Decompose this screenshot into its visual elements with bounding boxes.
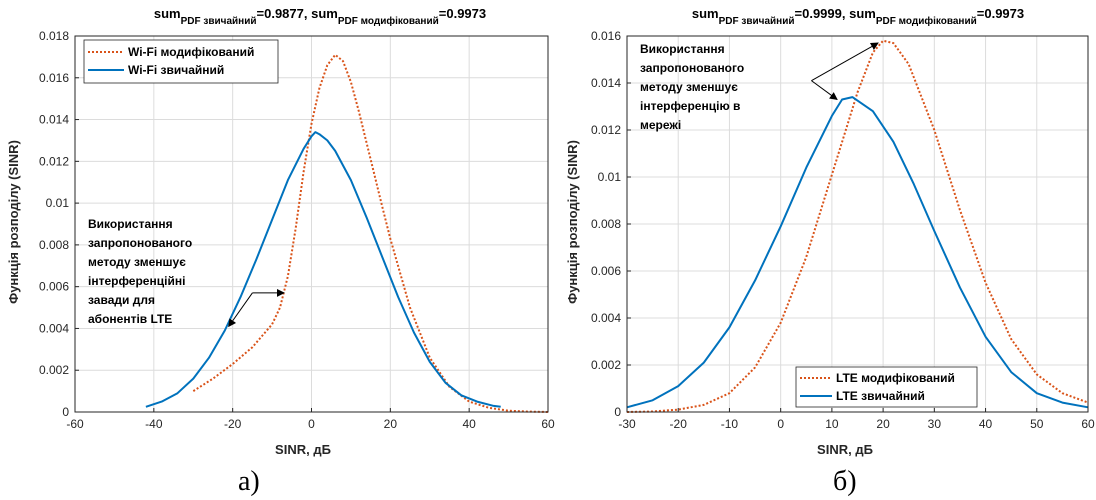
chart-title-b: sumPDF звичайний=0.9999, sumPDF модифіко… [692, 6, 1024, 27]
x-tick-label: 20 [876, 417, 890, 431]
series-line-ordinary [626, 96, 1089, 409]
annotation-a-line-4: інтерференційні [88, 274, 185, 288]
y-tick-label: 0.004 [591, 311, 621, 325]
ticks-a: -60 -40 -20 0 20 40 60 0 0.002 0.004 0.006 0.008 0.0… [39, 29, 555, 431]
x-tick-label: 0 [308, 417, 315, 431]
x-tick-label: -10 [721, 417, 739, 431]
y-tick-label: 0.014 [591, 76, 621, 90]
chart-title-a: sumPDF звичайний=0.9877, sumPDF модифіко… [154, 6, 486, 27]
y-tick-label: 0.008 [591, 217, 621, 231]
x-tick-label: -60 [66, 417, 84, 431]
annotation-arrow [228, 292, 253, 328]
annotation-b-line-3: методу зменшує [640, 80, 738, 94]
annotation-b-line-1: Використання [640, 42, 725, 56]
annotation-arrow [811, 42, 879, 82]
panel-b: sumPDF звичайний=0.9999, sumPDF модифіко… [565, 6, 1095, 497]
annotation-b: Використання запропонованого методу змен… [640, 42, 879, 132]
y-tick-label: 0.004 [39, 321, 69, 335]
y-tick-label: 0.018 [39, 29, 69, 43]
legend-label-wifi-ordinary: Wi-Fi звичайний [128, 63, 224, 77]
y-tick-label: 0.002 [591, 358, 621, 372]
x-tick-label: -30 [618, 417, 636, 431]
x-tick-label: 10 [825, 417, 839, 431]
x-tick-label: 40 [979, 417, 993, 431]
legend-box-b [795, 366, 978, 408]
annotation-a-arrows [228, 288, 285, 328]
legend-a: Wi-Fi модифікований Wi-Fi звичайний [83, 39, 279, 84]
series-layer-b [626, 39, 1089, 413]
y-tick-label: 0.002 [39, 363, 69, 377]
y-tick-label: 0.016 [591, 29, 621, 43]
y-tick-label: 0.008 [39, 238, 69, 252]
annotation-a-line-3: методу зменшує [88, 255, 186, 269]
panel-caption-b: б) [833, 466, 857, 497]
annotation-a-line-6: абонентів LTE [88, 312, 172, 326]
series-line-modified [192, 53, 549, 413]
x-tick-label: 20 [384, 417, 398, 431]
legend-label-wifi-modified: Wi-Fi модифікований [128, 45, 254, 59]
y-tick-label: 0.016 [39, 71, 69, 85]
x-tick-label: -20 [670, 417, 688, 431]
legend-label-lte-modified: LTE модифікований [836, 371, 955, 385]
x-tick-label: 30 [928, 417, 942, 431]
x-tick-label: 0 [777, 417, 784, 431]
series-layer-a [145, 53, 549, 413]
annotation-a-line-1: Використання [88, 217, 173, 231]
panel-a: sumPDF звичайний=0.9877, sumPDF модифіко… [6, 6, 555, 497]
annotation-arrow [811, 80, 838, 101]
annotation-b-line-4: інтерференцію в [640, 99, 740, 113]
annotation-a-line-5: завади для [88, 293, 155, 307]
legend-b: LTE модифікований LTE звичайний [795, 366, 978, 408]
x-tick-label: 40 [462, 417, 476, 431]
annotation-b-line-5: мережі [640, 118, 681, 132]
y-tick-label: 0.006 [39, 280, 69, 294]
y-tick-label: 0.01 [46, 196, 70, 210]
y-tick-label: 0 [614, 405, 621, 419]
x-axis-label-b: SINR, дБ [817, 442, 873, 457]
legend-box-a [83, 39, 279, 84]
x-tick-label: 60 [541, 417, 555, 431]
ticks-b: -30 -20 -10 0 10 20 30 40 50 60 0 0.002 0.004 0.006 0.… [591, 29, 1095, 431]
series-line-modified [626, 39, 1089, 413]
x-axis-label-a: SINR, дБ [275, 442, 331, 457]
x-tick-label: -20 [224, 417, 242, 431]
y-tick-label: 0.012 [591, 123, 621, 137]
annotation-a: Використання запропонованого методу змен… [88, 217, 285, 328]
y-axis-label-a: Функція розподілу (SINR) [6, 140, 21, 304]
y-tick-label: 0 [62, 405, 69, 419]
y-axis-label-b: Функція розподілу (SINR) [565, 140, 580, 304]
y-tick-label: 0.012 [39, 154, 69, 168]
annotation-a-line-2: запропонованого [88, 236, 192, 250]
annotation-b-line-2: запропонованого [640, 61, 744, 75]
x-tick-label: 60 [1081, 417, 1095, 431]
x-tick-label: 50 [1030, 417, 1044, 431]
y-tick-label: 0.01 [598, 170, 622, 184]
y-tick-label: 0.006 [591, 264, 621, 278]
panel-caption-a: а) [238, 466, 260, 497]
legend-label-lte-ordinary: LTE звичайний [836, 389, 925, 403]
series-line-ordinary [145, 131, 501, 408]
annotation-b-arrows [811, 42, 879, 101]
x-tick-label: -40 [145, 417, 163, 431]
y-tick-label: 0.014 [39, 113, 69, 127]
